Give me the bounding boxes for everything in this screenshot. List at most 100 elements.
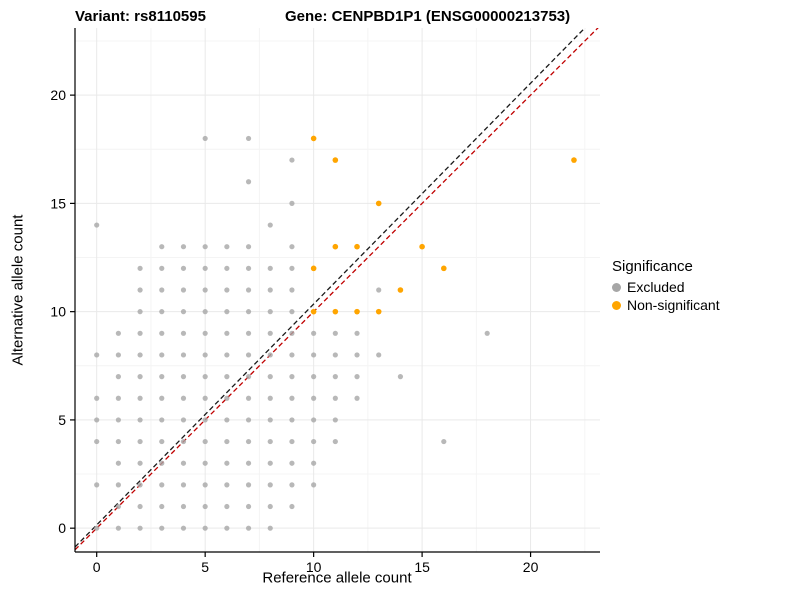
data-point-excluded: [267, 460, 273, 466]
data-point-excluded: [376, 352, 382, 358]
data-point-excluded: [267, 287, 273, 293]
data-point-non-significant: [397, 287, 404, 293]
data-point-excluded: [180, 438, 187, 445]
data-point-non-significant: [310, 265, 317, 272]
data-point-excluded: [137, 482, 143, 488]
data-point-excluded: [202, 503, 208, 510]
data-point-excluded: [245, 330, 252, 336]
data-point-excluded: [267, 265, 273, 271]
data-point-excluded: [224, 503, 230, 510]
data-point-excluded: [245, 482, 252, 488]
data-point-excluded: [94, 525, 100, 531]
data-point-excluded: [180, 482, 187, 488]
data-point-excluded: [245, 135, 252, 142]
data-point-non-significant: [354, 243, 360, 250]
data-point-excluded: [159, 525, 165, 531]
data-point-excluded: [202, 438, 208, 445]
data-point-excluded: [180, 244, 187, 250]
data-point-excluded: [224, 265, 230, 271]
data-point-excluded: [159, 287, 165, 293]
data-point-excluded: [289, 352, 295, 358]
x-tick-label: 20: [523, 559, 539, 575]
data-point-excluded: [94, 417, 100, 423]
data-point-excluded: [311, 395, 317, 401]
data-point-excluded: [137, 265, 143, 271]
data-point-excluded: [159, 309, 165, 315]
data-point-excluded: [311, 374, 317, 380]
data-point-excluded: [311, 417, 317, 423]
data-point-non-significant: [354, 308, 360, 315]
data-point-excluded: [115, 352, 121, 358]
data-point-excluded: [289, 395, 295, 401]
x-tick-label: 5: [201, 559, 209, 575]
data-point-excluded: [224, 374, 230, 380]
data-point-excluded: [245, 438, 252, 445]
y-tick-label: 20: [50, 87, 66, 103]
data-point-excluded: [289, 309, 295, 315]
data-point-excluded: [115, 460, 121, 466]
data-point-non-significant: [375, 200, 382, 207]
data-point-excluded: [354, 330, 360, 336]
data-point-excluded: [332, 330, 338, 336]
data-point-excluded: [137, 287, 143, 293]
data-point-excluded: [202, 482, 208, 488]
legend: Significance Excluded Non-significant: [612, 258, 720, 315]
data-point-excluded: [289, 482, 295, 488]
data-point-excluded: [224, 287, 230, 293]
data-point-excluded: [137, 460, 143, 466]
x-tick-label: 10: [306, 559, 322, 575]
data-point-excluded: [289, 265, 295, 271]
data-point-excluded: [245, 374, 252, 380]
data-point-excluded: [159, 417, 165, 423]
data-point-excluded: [289, 438, 295, 445]
data-point-excluded: [202, 417, 208, 423]
data-point-excluded: [224, 309, 230, 315]
data-point-excluded: [311, 352, 317, 358]
data-point-excluded: [180, 503, 187, 510]
data-point-excluded: [289, 200, 295, 206]
data-point-excluded: [224, 352, 230, 358]
data-point-excluded: [267, 222, 273, 228]
data-point-excluded: [180, 330, 187, 336]
data-point-excluded: [267, 417, 273, 423]
data-point-excluded: [332, 352, 338, 358]
data-point-excluded: [354, 395, 360, 401]
data-point-excluded: [94, 352, 100, 358]
data-point-non-significant: [332, 308, 339, 315]
data-point-excluded: [376, 287, 382, 293]
data-point-non-significant: [310, 308, 317, 315]
data-point-excluded: [115, 482, 121, 488]
data-point-excluded: [289, 503, 295, 510]
data-point-excluded: [94, 222, 100, 228]
data-point-excluded: [115, 374, 121, 380]
data-point-excluded: [159, 330, 165, 336]
data-point-excluded: [115, 525, 121, 531]
data-point-excluded: [137, 417, 143, 423]
data-point-excluded: [224, 244, 230, 250]
data-point-excluded: [224, 482, 230, 488]
data-point-excluded: [180, 265, 187, 271]
data-point-excluded: [332, 395, 338, 401]
data-point-excluded: [202, 135, 208, 142]
data-point-excluded: [224, 395, 230, 401]
data-point-excluded: [311, 330, 317, 336]
legend-label-nonsignificant: Non-significant: [627, 297, 720, 313]
y-tick-label: 5: [58, 412, 66, 428]
data-point-excluded: [159, 438, 165, 445]
x-tick-label: 15: [414, 559, 430, 575]
excluded-dot-icon: [612, 282, 621, 292]
data-point-excluded: [267, 525, 273, 531]
data-point-excluded: [289, 157, 295, 163]
y-tick-label: 10: [50, 304, 66, 320]
data-point-excluded: [94, 395, 100, 401]
data-point-excluded: [137, 395, 143, 401]
data-point-excluded: [245, 287, 252, 293]
data-point-excluded: [245, 244, 252, 250]
y-tick-label: 15: [50, 195, 66, 211]
data-point-excluded: [245, 395, 252, 401]
x-tick-label: 0: [93, 559, 101, 575]
legend-label-excluded: Excluded: [627, 279, 685, 295]
data-point-excluded: [94, 438, 100, 445]
data-point-excluded: [267, 395, 273, 401]
data-point-excluded: [245, 352, 252, 358]
